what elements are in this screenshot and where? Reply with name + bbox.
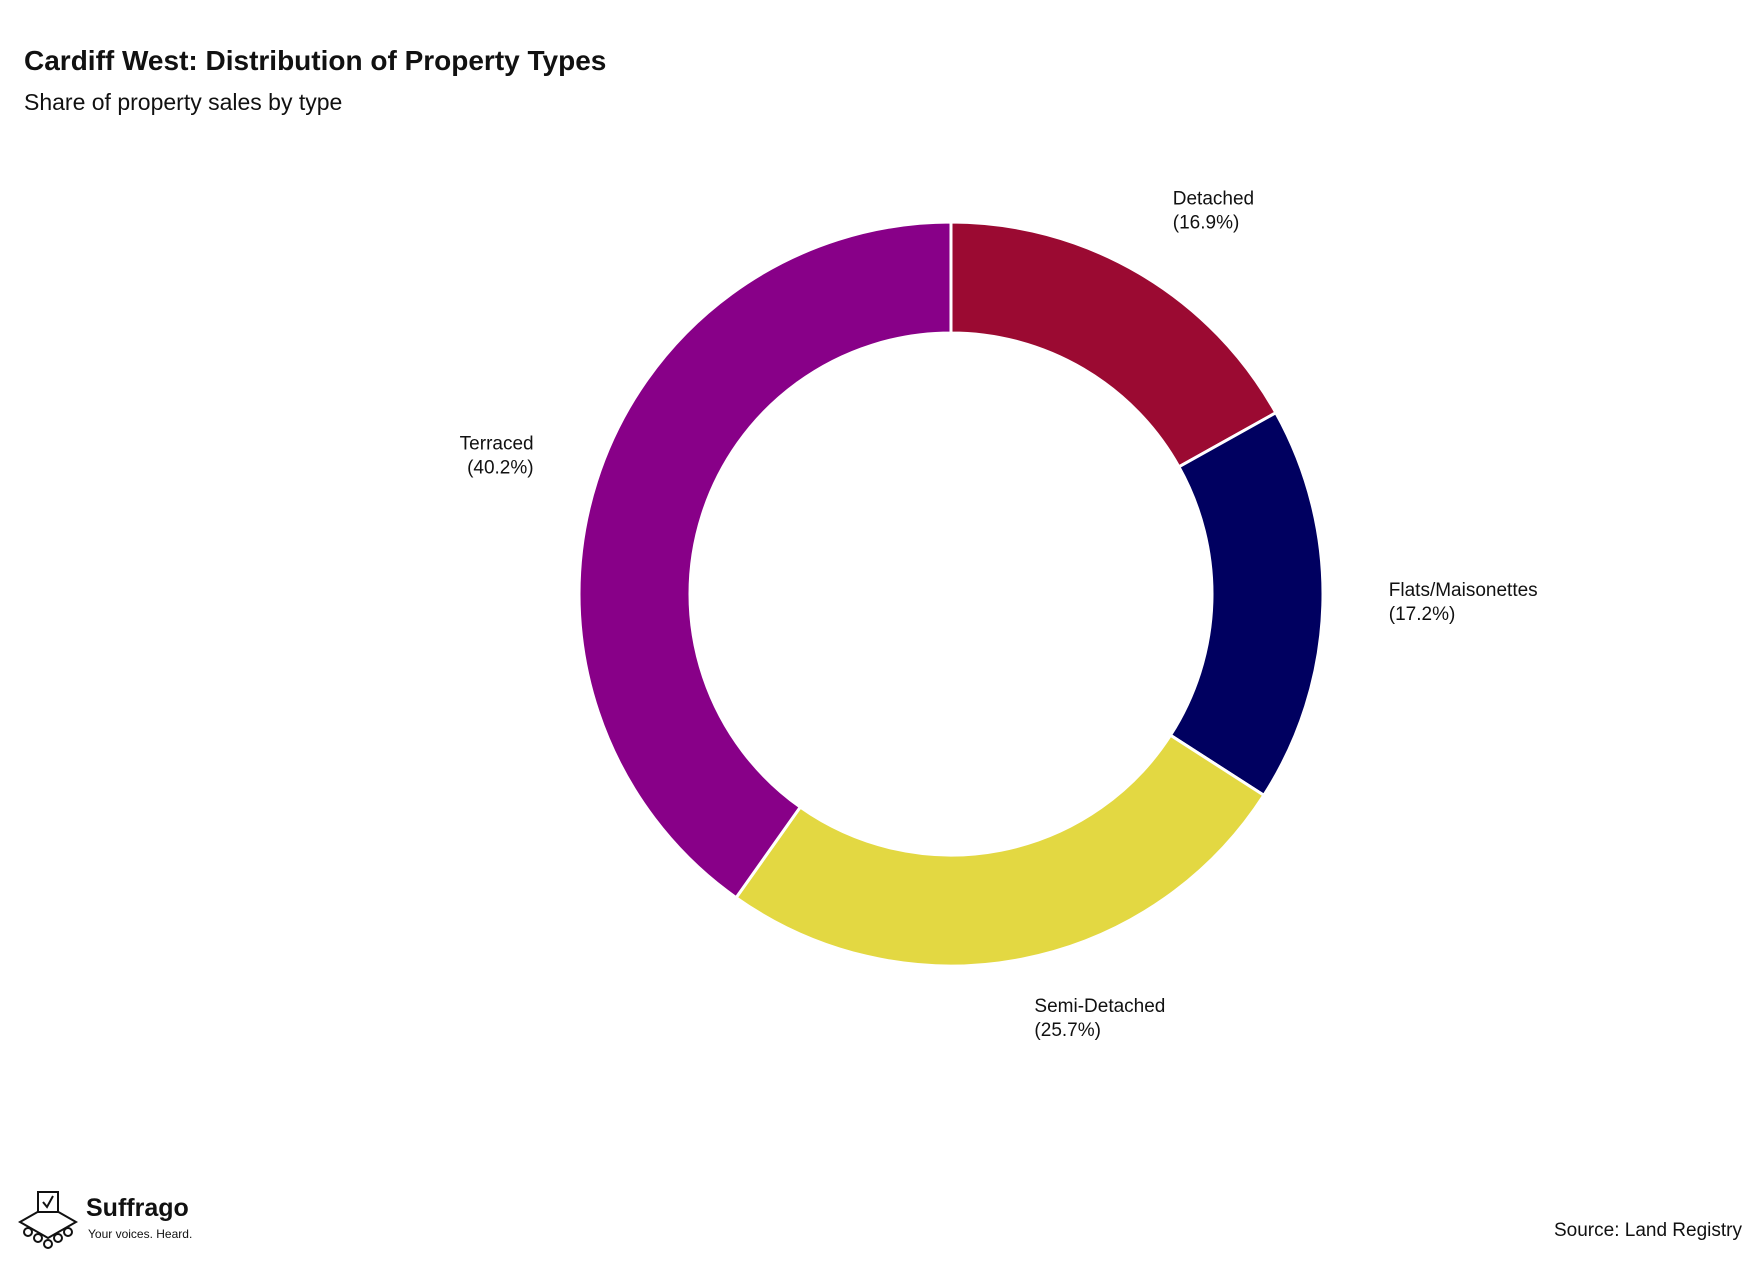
donut-slice xyxy=(734,733,1266,968)
slice-value-label: (16.9%) xyxy=(1173,212,1240,233)
slice-label: Terraced xyxy=(460,433,534,454)
brand-name: Suffrago xyxy=(86,1194,189,1222)
donut-slice xyxy=(577,220,953,900)
slice-value-label: (25.7%) xyxy=(1034,1020,1101,1041)
logo-icon xyxy=(17,1191,79,1249)
slice-label: Flats/Maisonettes xyxy=(1389,580,1538,601)
source-note: Source: Land Registry xyxy=(1554,1220,1742,1241)
slice-label: Detached xyxy=(1173,188,1254,209)
donut-slice xyxy=(1168,410,1325,798)
slice-value-label: (40.2%) xyxy=(467,457,534,478)
brand-tagline: Your voices. Heard. xyxy=(88,1227,192,1241)
slice-value-label: (17.2%) xyxy=(1389,604,1456,625)
chart-subtitle: Share of property sales by type xyxy=(24,89,342,115)
slice-label: Semi-Detached xyxy=(1034,996,1165,1017)
chart-title: Cardiff West: Distribution of Property T… xyxy=(24,45,606,76)
